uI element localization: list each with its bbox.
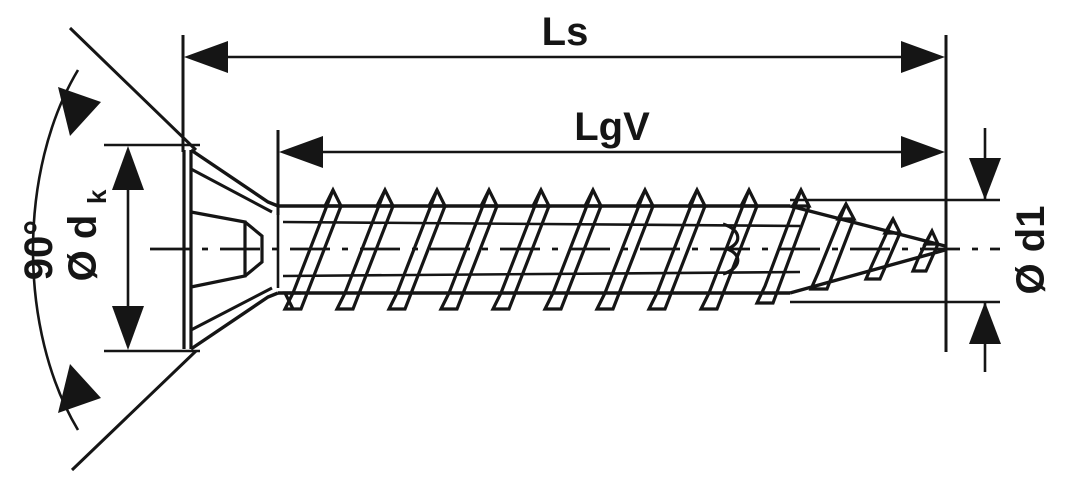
- head-rib-upper: [190, 167, 273, 214]
- core-root-bottom: [282, 270, 801, 278]
- thread-turn: [282, 186, 344, 311]
- angle-arrow-bottom: [58, 364, 101, 413]
- thread-turn: [386, 186, 448, 311]
- thread-turn: [594, 186, 656, 311]
- thread-serration-detail: [722, 222, 740, 276]
- tip-taper-top: [789, 204, 946, 248]
- dk-label: Ø d: [61, 215, 105, 282]
- ls-dimension: [181, 35, 948, 352]
- d1-dimension: [790, 128, 1001, 372]
- dk-label-subscript: k: [82, 189, 112, 204]
- cone-flank-upper-line: [68, 26, 198, 152]
- screw-body: [182, 148, 279, 351]
- ls-arrow-right: [901, 41, 945, 73]
- dk-arrow-top: [112, 146, 144, 190]
- ls-arrow-left: [184, 41, 228, 73]
- thread-crest-bottom: [282, 291, 301, 310]
- ls-label: Ls: [542, 10, 589, 54]
- d1-arrow-bottom: [969, 302, 1001, 344]
- d1-arrow-top: [969, 158, 1001, 200]
- angle-label: 90°: [17, 220, 61, 281]
- head-diameter-dimension: [104, 143, 200, 353]
- head-rib-lower: [190, 286, 273, 332]
- thread-profile-main: [282, 186, 760, 311]
- thread-profile-point: [754, 186, 941, 305]
- lgv-label: LgV: [574, 105, 650, 149]
- head-cone-upper: [190, 148, 279, 208]
- thread-turn: [698, 186, 760, 311]
- d1-label: Ø d1: [1009, 206, 1053, 295]
- dk-arrow-bottom: [112, 306, 144, 350]
- cone-flank-lower-line: [70, 349, 198, 472]
- dk-label-group: Ø d k: [61, 189, 112, 281]
- serration-upper-arc: [722, 222, 740, 251]
- thread-turn: [490, 186, 552, 311]
- thread-turn: [438, 186, 500, 311]
- thread-helix-flank: [282, 189, 343, 311]
- lgv-arrow-right: [901, 136, 945, 168]
- countersink-angle-group: [31, 26, 198, 472]
- thread-turn: [542, 186, 604, 311]
- serration-lower-arc: [722, 247, 740, 276]
- thread-turn: [334, 186, 396, 311]
- thread-turn: [646, 186, 708, 311]
- lgv-arrow-left: [279, 136, 323, 168]
- drive-recess-bottom: [243, 220, 264, 278]
- lgv-dimension: [276, 130, 945, 215]
- thread-turn-point: [808, 200, 857, 291]
- angle-arc: [31, 69, 80, 431]
- angle-arrow-top: [58, 87, 101, 136]
- thread-turn-point: [754, 186, 812, 305]
- head-cone-lower: [190, 291, 279, 351]
